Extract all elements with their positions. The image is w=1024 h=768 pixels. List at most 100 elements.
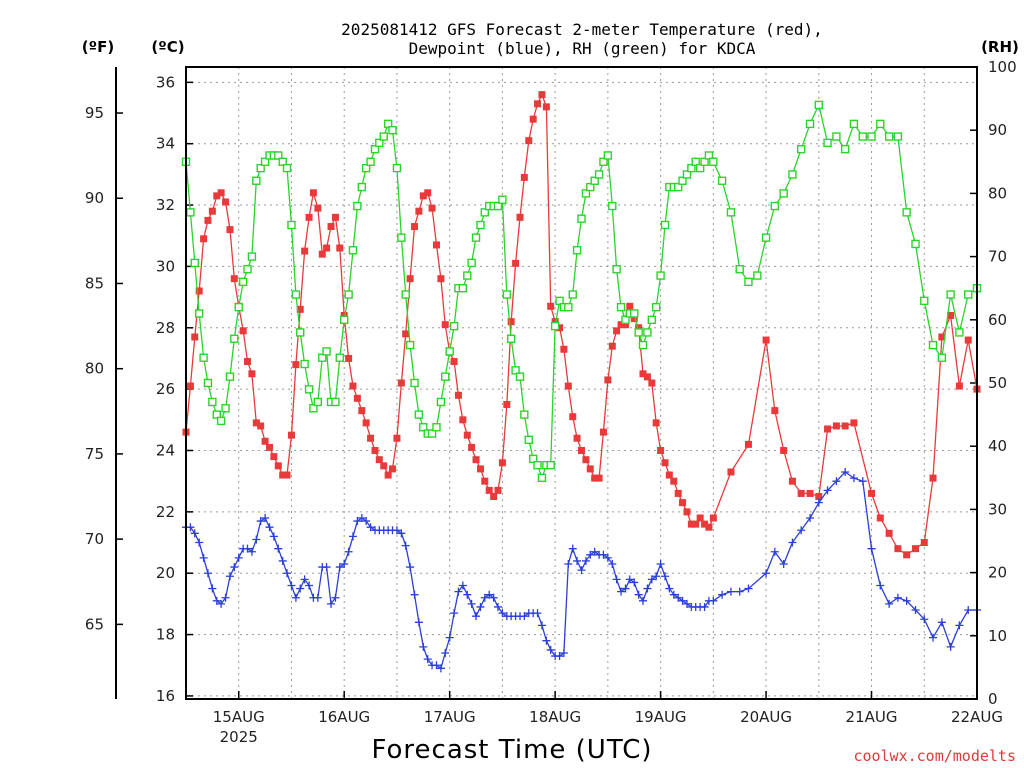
rh-tick-label: 90	[988, 121, 1007, 139]
rh-point	[779, 189, 788, 198]
temperature-point	[327, 223, 335, 231]
rh-point	[186, 208, 195, 217]
x-tick-label: 21AUG	[846, 708, 898, 726]
dewpoint-point	[472, 612, 481, 621]
rh-point	[630, 309, 639, 318]
temperature-point	[709, 514, 717, 522]
temperature-point	[222, 198, 230, 206]
celsius-tick-label: 32	[156, 196, 175, 214]
temperature-point	[305, 213, 313, 221]
rh-point	[638, 340, 648, 350]
rh-point	[199, 353, 208, 362]
dewpoint-point	[586, 550, 595, 559]
dewpoint-point	[656, 560, 665, 569]
rh-point	[515, 372, 525, 381]
temperature-point	[191, 333, 199, 341]
dewpoint-point	[335, 563, 344, 572]
temperature-point	[230, 275, 238, 283]
rh-point	[902, 208, 911, 217]
dewpoint-point	[533, 609, 542, 618]
rh-point	[590, 176, 599, 185]
chart-title-line1: 2025081412 GFS Forecast 2-meter Temperat…	[341, 20, 823, 39]
rh-point	[788, 170, 797, 179]
rh-point	[911, 239, 920, 249]
rh-point	[577, 214, 586, 223]
rh-point	[928, 340, 938, 350]
dewpoint-point	[353, 517, 362, 526]
dewpoint-point	[322, 563, 331, 572]
dewpoint-point	[608, 560, 617, 569]
rh-point	[318, 353, 327, 362]
temperature-point	[287, 431, 295, 439]
rh-point	[814, 100, 823, 110]
dewpoint-point	[217, 599, 226, 608]
dewpoint-point	[485, 590, 494, 599]
dewpoint-point	[946, 642, 955, 651]
rh-point	[441, 372, 450, 381]
temperature-point	[938, 333, 946, 341]
dewpoint-point	[344, 547, 353, 556]
dewpoint-point	[902, 596, 911, 605]
temperature-point	[595, 474, 603, 482]
temperature-point	[266, 443, 274, 451]
temperature-point	[665, 471, 673, 479]
temperature-point	[771, 407, 779, 415]
temperature-point	[903, 551, 911, 559]
dewpoint-point	[348, 532, 357, 541]
temperature-point	[494, 486, 502, 494]
temperature-point	[547, 302, 555, 310]
rh-point	[208, 397, 217, 407]
temperature-point	[441, 321, 449, 329]
temperature-point	[608, 342, 616, 350]
temperature-point	[195, 287, 203, 295]
axes: 16 18 20 22 24 26 28 30 32 34 36 65 70 75 80 85 90 95 0 10 2…	[85, 58, 1017, 746]
rh-point	[296, 328, 305, 337]
temperature-point	[696, 514, 704, 522]
temperature-point	[586, 465, 594, 473]
temperature-point	[424, 189, 432, 197]
temperature-point	[459, 416, 467, 424]
rh-tick-label: 10	[988, 627, 1007, 645]
rh-point	[230, 334, 239, 343]
rh-point	[603, 151, 613, 160]
x-axis-title: Forecast Time (UTC)	[371, 735, 652, 765]
temperature-point	[415, 207, 423, 215]
x-tick-label: 15AUG	[213, 708, 265, 726]
temperature-point	[345, 354, 353, 362]
temperature-point	[437, 275, 445, 283]
dewpoint-point	[274, 544, 283, 553]
temperature-point	[947, 312, 955, 320]
temperature-point	[243, 358, 251, 366]
rh-point	[410, 378, 419, 388]
rh-point	[599, 157, 608, 167]
dewpoint-point	[937, 618, 946, 627]
rh-point	[946, 290, 955, 299]
rh-point	[471, 233, 481, 242]
dewpoint-point	[498, 609, 507, 618]
temperature-point	[797, 489, 805, 497]
dewpoint-point	[243, 544, 252, 553]
dewpoint-point	[362, 517, 371, 526]
temperature-point	[920, 539, 928, 547]
temperature-point	[556, 324, 564, 332]
celsius-tick-label: 30	[156, 257, 175, 275]
temperature-point	[503, 400, 511, 408]
temperature-point	[806, 489, 814, 497]
dewpoint-point	[432, 661, 441, 670]
celsius-tick-label: 22	[156, 503, 175, 521]
rh-point	[586, 182, 595, 192]
temperature-point	[411, 223, 419, 231]
temperature-point	[613, 327, 621, 335]
dewpoint-point	[929, 633, 938, 642]
dewpoint-point	[221, 593, 230, 602]
rh-point	[849, 119, 859, 129]
dewpoint-point	[893, 593, 902, 602]
temperature-point	[353, 394, 361, 402]
dewpoint-point	[841, 467, 850, 476]
rh-point	[353, 201, 362, 211]
dewpoint-point	[630, 578, 639, 587]
rh-point	[823, 138, 832, 148]
rh-tick-label: 60	[988, 311, 1007, 329]
rh-point	[621, 315, 630, 324]
rh-point	[660, 220, 670, 230]
